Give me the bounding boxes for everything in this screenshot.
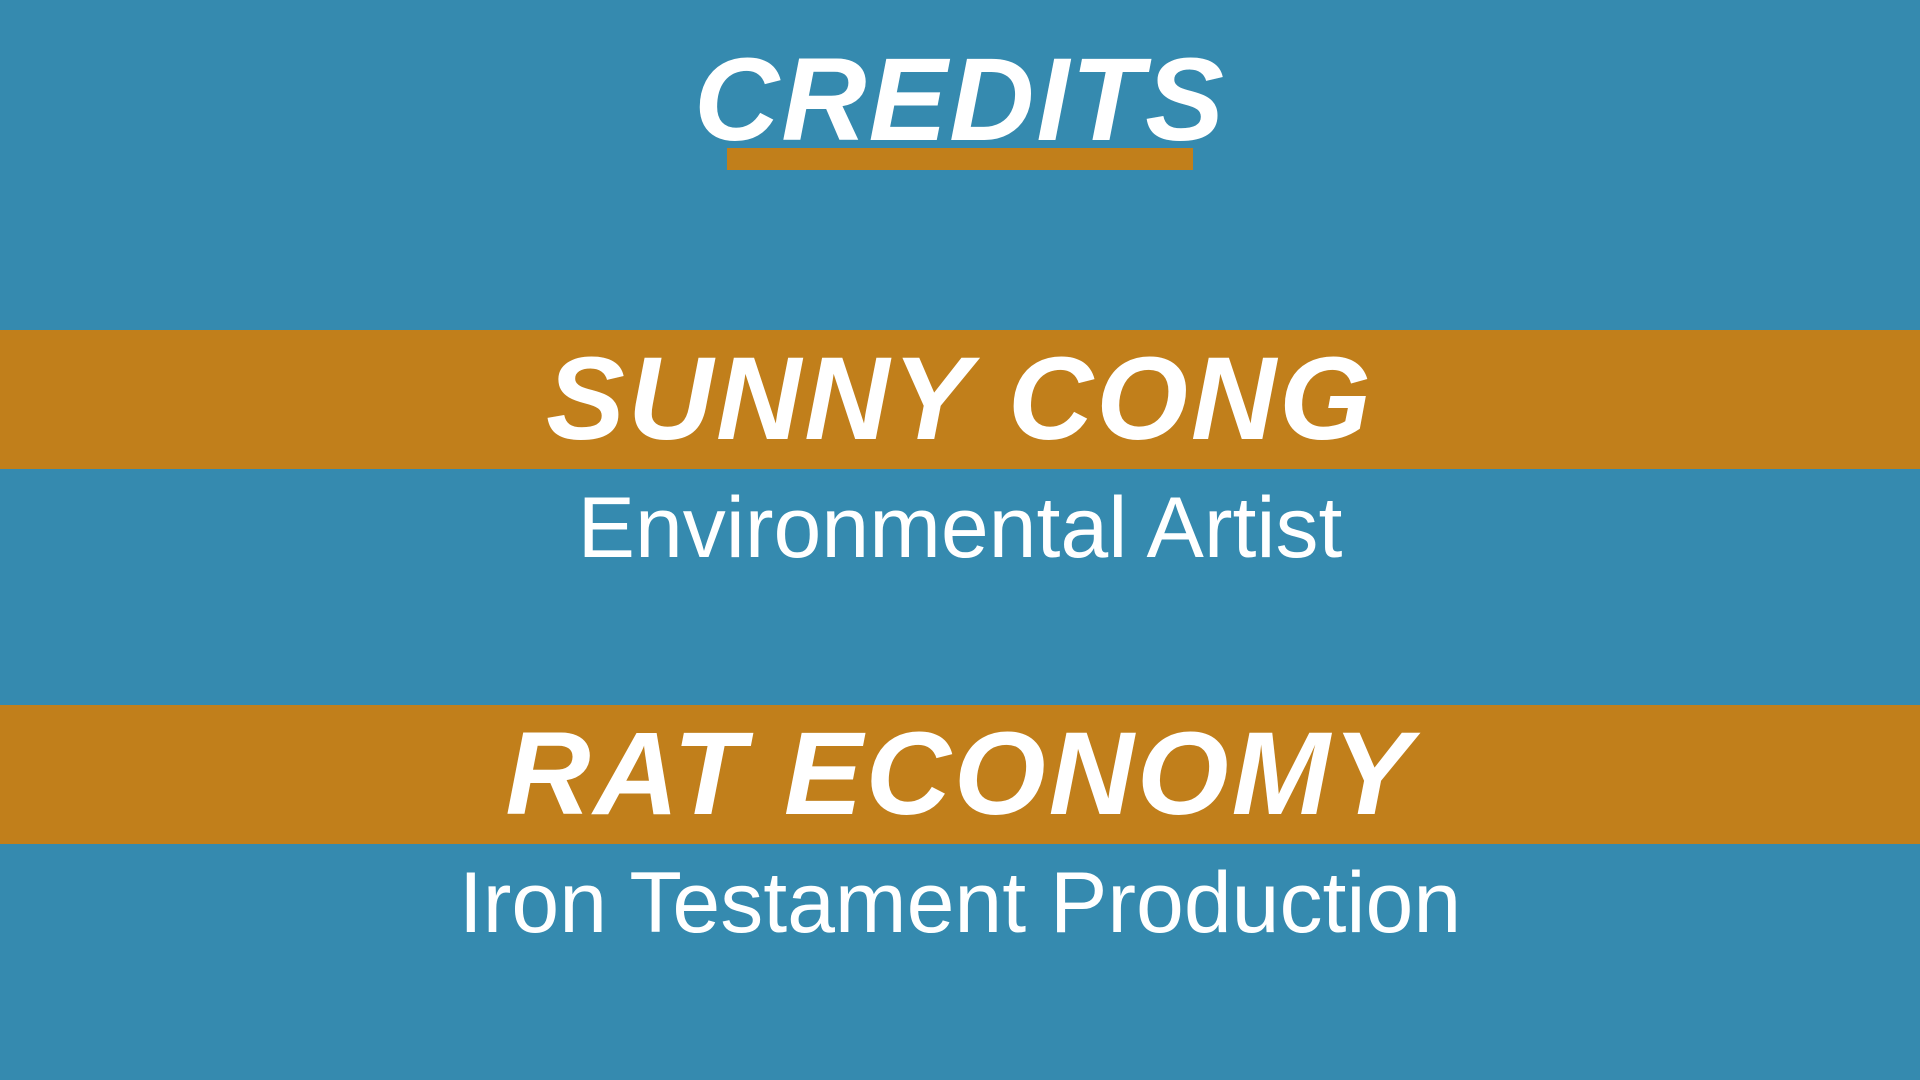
credit-name: SUNNY CONG xyxy=(546,333,1374,465)
credit-band-2 xyxy=(0,705,1920,844)
title-underline xyxy=(727,148,1193,170)
credit-band-1 xyxy=(0,330,1920,469)
credit-role: Environmental Artist xyxy=(577,480,1343,576)
credit-role: Iron Testament Production xyxy=(458,855,1462,951)
credits-heading: CREDITS xyxy=(0,40,1920,180)
credit-name: RAT ECONOMY xyxy=(505,708,1415,840)
page-title: CREDITS xyxy=(694,34,1226,166)
